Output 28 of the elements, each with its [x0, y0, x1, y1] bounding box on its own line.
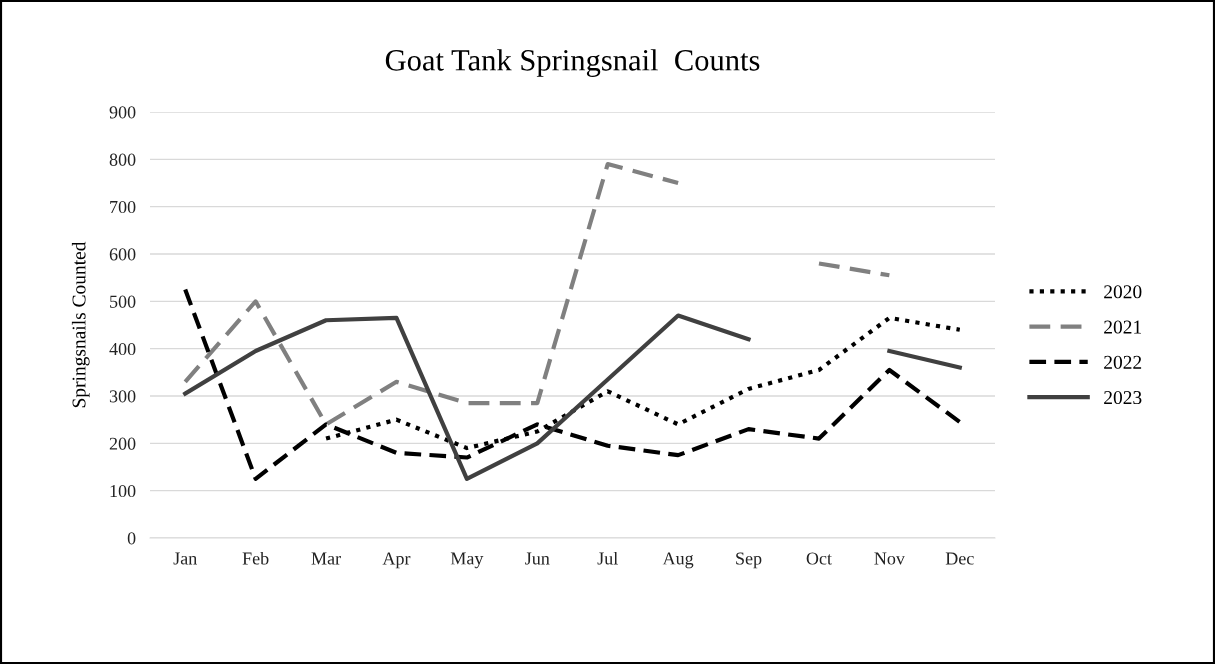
x-tick-label: Dec — [945, 552, 974, 565]
x-tick-label: Feb — [242, 551, 269, 565]
x-tick-label: Aug — [662, 552, 694, 569]
x-tick-label: Nov — [874, 552, 905, 565]
y-axis-title: Springsnails Counted — [71, 241, 90, 408]
x-tick-label: Sep — [736, 552, 762, 569]
x-tick-label: Oct — [806, 552, 832, 565]
legend-label: 2023 — [1104, 390, 1142, 405]
legend-label: 2021 — [1104, 320, 1142, 334]
y-tick-label: 600 — [109, 248, 136, 261]
x-tick-label: Jun — [525, 552, 550, 565]
legend-label: 2020 — [1104, 285, 1142, 299]
y-tick-label: 100 — [110, 484, 136, 498]
chart-title: Goat Tank Springsnail Counts — [385, 49, 760, 77]
x-tick-label: Jul — [597, 551, 618, 565]
x-tick-label: Apr — [382, 552, 411, 569]
y-tick-label: 300 — [109, 390, 136, 403]
x-tick-label: Jan — [173, 552, 197, 565]
legend-label: 2022 — [1104, 355, 1142, 369]
x-tick-label: May — [450, 552, 484, 569]
y-tick-label: 800 — [109, 153, 136, 166]
y-tick-label: 0 — [127, 532, 136, 545]
y-tick-label: 400 — [109, 342, 136, 356]
y-tick-label: 500 — [110, 295, 136, 308]
y-tick-label: 700 — [110, 200, 136, 214]
y-tick-label: 200 — [109, 437, 136, 450]
x-tick-label: Mar — [311, 552, 341, 565]
y-tick-label: 900 — [109, 106, 136, 119]
